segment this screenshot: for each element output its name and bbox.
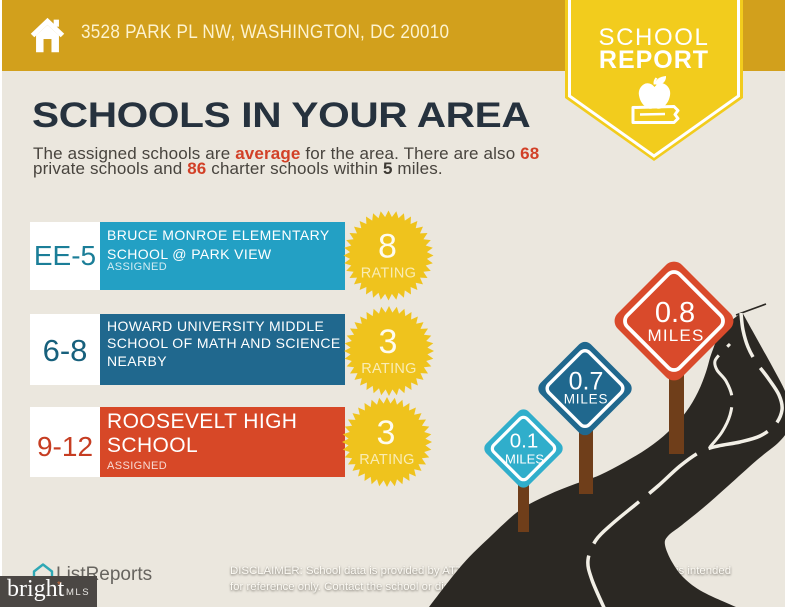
svg-text:MILES: MILES (564, 392, 609, 407)
svg-text:0.7: 0.7 (569, 368, 604, 396)
svg-text:0.8: 0.8 (655, 297, 695, 329)
svg-text:SCHOOL: SCHOOL (599, 24, 710, 51)
svg-text:3: 3 (379, 323, 398, 361)
svg-text:MILES: MILES (647, 326, 704, 345)
svg-text:RATING: RATING (361, 361, 417, 377)
svg-text:8: 8 (378, 228, 397, 266)
svg-text:RATING: RATING (361, 266, 417, 282)
svg-text:0.1: 0.1 (510, 430, 539, 453)
svg-text:RATING: RATING (359, 452, 415, 468)
svg-text:3: 3 (377, 414, 396, 452)
svg-text:REPORT: REPORT (599, 46, 709, 74)
svg-text:MILES: MILES (505, 452, 544, 467)
